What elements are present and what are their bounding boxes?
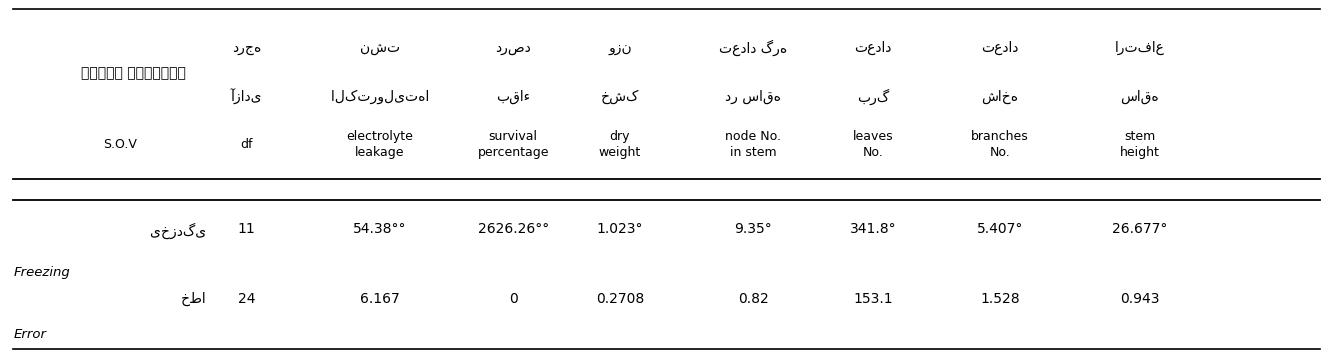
Text: leaves
No.: leaves No.: [853, 130, 893, 160]
Text: survival
percentage: survival percentage: [477, 130, 549, 160]
Text: df: df: [240, 139, 253, 151]
Text: S.O.V: S.O.V: [103, 139, 137, 151]
Text: تعداد: تعداد: [981, 41, 1018, 55]
Text: ارتفاع: ارتفاع: [1114, 41, 1165, 55]
Text: خشک: خشک: [601, 90, 639, 104]
Text: تعداد: تعداد: [854, 41, 892, 55]
Text: یخ‌زدگی: یخ‌زدگی: [151, 223, 207, 239]
Text: 9.35°: 9.35°: [734, 222, 772, 236]
Text: 6.167: 6.167: [360, 292, 400, 306]
Text: 0.2708: 0.2708: [596, 292, 644, 306]
Text: 5.407°: 5.407°: [977, 222, 1022, 236]
Text: بقاء: بقاء: [496, 90, 531, 104]
Text: وزن: وزن: [608, 41, 632, 55]
Text: node No.
in stem: node No. in stem: [725, 130, 781, 160]
Text: Error: Error: [13, 328, 47, 341]
Text: تعداد گره: تعداد گره: [718, 40, 788, 57]
Text: 54.38°°: 54.38°°: [353, 222, 407, 236]
Text: stem
height: stem height: [1120, 130, 1160, 160]
Text: 11: 11: [237, 222, 256, 236]
Text: 341.8°: 341.8°: [850, 222, 896, 236]
Text: درصد: درصد: [496, 41, 531, 55]
Text: electrolyte
leakage: electrolyte leakage: [347, 130, 413, 160]
Text: 1.528: 1.528: [980, 292, 1020, 306]
Text: 1.023°: 1.023°: [597, 222, 643, 236]
Text: برگ: برگ: [857, 88, 889, 105]
Text: 0: 0: [509, 292, 517, 306]
Text: branches
No.: branches No.: [970, 130, 1029, 160]
Text: درجه: درجه: [232, 41, 261, 55]
Text: منابع تغییرات: منابع تغییرات: [81, 66, 185, 81]
Text: شاخه: شاخه: [981, 90, 1018, 104]
Text: 153.1: 153.1: [853, 292, 893, 306]
Text: در ساقه: در ساقه: [725, 90, 781, 104]
Text: 2626.26°°: 2626.26°°: [477, 222, 549, 236]
Text: 0.943: 0.943: [1120, 292, 1160, 306]
Text: ساقه: ساقه: [1120, 90, 1160, 104]
Text: dry
weight: dry weight: [599, 130, 641, 160]
Text: الکترولیت‌ها: الکترولیت‌ها: [331, 90, 429, 104]
Text: 0.82: 0.82: [737, 292, 769, 306]
Text: آزادی: آزادی: [231, 88, 263, 105]
Text: خطا: خطا: [181, 292, 207, 306]
Text: Freezing: Freezing: [13, 266, 71, 279]
Text: 26.677°: 26.677°: [1112, 222, 1168, 236]
Text: نشت: نشت: [360, 41, 400, 55]
Text: 24: 24: [237, 292, 256, 306]
